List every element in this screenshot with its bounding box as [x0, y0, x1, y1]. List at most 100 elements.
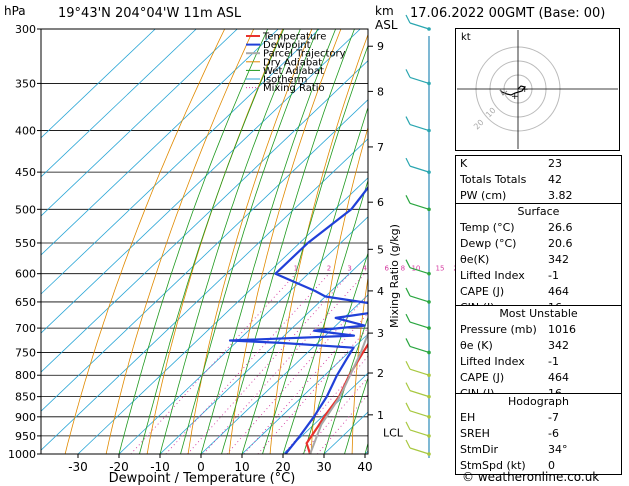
pressure-tick-label: 500: [15, 203, 36, 216]
isotherm: [41, 29, 156, 139]
wind-barb-dot: [427, 434, 431, 438]
mixing-ratio-line: [243, 312, 368, 454]
wet-adiabat: [241, 44, 368, 454]
wind-barb: [409, 22, 430, 30]
wind-barb: [409, 447, 430, 455]
height-tick-label: 8: [377, 85, 384, 98]
dry-adiabat: [187, 29, 313, 454]
lcl-label: LCL: [383, 427, 404, 440]
mixing-ratio-label: 8: [401, 265, 405, 273]
isotherm: [41, 29, 238, 217]
wet-adiabat: [118, 29, 269, 454]
hodograph-center-marker: +: [521, 85, 529, 95]
height-tick-label: 6: [377, 196, 384, 209]
pressure-tick-label: 350: [15, 77, 36, 90]
mixing-ratio-line: [187, 273, 350, 454]
legend-entry: Wet Adiabat: [263, 66, 324, 77]
height-tick-label: 5: [377, 243, 384, 256]
wet-adiabat: [159, 29, 301, 454]
dry-adiabat: [105, 29, 255, 454]
temperature-tick-label: -20: [109, 460, 129, 474]
isotherm: [77, 177, 368, 454]
wind-barb: [409, 165, 430, 173]
isotherm: [282, 372, 368, 454]
surface-row-cape: CAPE (J) 464: [460, 285, 569, 298]
wind-barb: [409, 267, 430, 275]
temperature-tick-label: 30: [316, 460, 331, 474]
mixing-ratio-line: [165, 273, 330, 454]
wind-barb: [405, 287, 411, 297]
pressure-tick-label: 750: [15, 346, 36, 359]
dry-adiabat: [393, 29, 457, 454]
surface-row-lifted: Lifted Index -1: [460, 269, 559, 282]
temperature-tick-label: 10: [234, 460, 249, 474]
wind-barb-dot: [427, 415, 431, 419]
isotherm: [41, 29, 361, 334]
pressure-tick-label: 300: [15, 23, 36, 36]
pressure-tick-label: 700: [15, 322, 36, 335]
mu-row-thetae: θe (K) 342: [460, 339, 569, 352]
wind-barb-dot: [427, 373, 431, 378]
pressure-tick-label: 650: [15, 296, 36, 309]
asl-unit-label: ASL: [375, 18, 398, 32]
surface-title: Surface: [517, 205, 560, 218]
hodograph-table-panel: Hodograph EH -7 SREH -6 StmDir 34° StmSpd (…: [455, 393, 622, 475]
wind-barb: [409, 368, 430, 376]
mixing-ratio-label: 6: [384, 265, 389, 273]
hodograph-trace-tail: [499, 89, 508, 96]
dry-adiabat: [228, 29, 342, 454]
height-tick-label: 1: [377, 409, 384, 422]
wind-barb: [405, 402, 411, 412]
legend-entry: Mixing Ratio: [263, 83, 325, 94]
wind-barbs: [405, 14, 431, 458]
wind-barb: [409, 390, 430, 398]
wind-barb: [405, 382, 411, 391]
pressure-tick-label: 850: [15, 391, 36, 404]
parcel-trajectory-trace: [309, 330, 368, 454]
hodograph-unit: kt: [461, 32, 471, 43]
pressure-tick-label: 800: [15, 369, 36, 382]
height-tick-label: 9: [377, 40, 384, 53]
dry-adiabat: [310, 126, 368, 454]
wind-barb-dot: [427, 326, 431, 330]
height-tick-label: 4: [377, 285, 384, 298]
mixing-ratio-line: [130, 273, 297, 454]
temperature-tick-label: -10: [150, 460, 170, 474]
grid-lines: [41, 29, 457, 454]
index-row-k: K 23: [460, 157, 562, 170]
isotherm: [41, 29, 197, 178]
temperature-tick-label: 0: [197, 460, 205, 474]
wind-barb: [405, 439, 411, 449]
mixing-ratio-label: 4: [362, 265, 367, 273]
legend-entry: Dewpoint: [263, 40, 311, 51]
wet-adiabat: [221, 29, 355, 454]
pressure-tick-label: 1000: [8, 448, 36, 461]
sounding-traces: [228, 185, 368, 454]
hodo-row-stmdir: StmDir 34°: [460, 443, 568, 456]
legend-entry: Dry Adiabat: [263, 57, 322, 68]
isotherm: [200, 294, 368, 454]
wind-barb: [409, 321, 430, 329]
wind-barb-dot: [427, 452, 431, 456]
mu-row-cape: CAPE (J) 464: [460, 371, 569, 384]
mixing-ratio-line: [226, 294, 368, 454]
wet-adiabat: [323, 315, 368, 454]
isotherm: [241, 333, 368, 454]
height-tick-label: 7: [377, 141, 384, 154]
wind-barb-dot: [427, 27, 431, 31]
mixing-ratio-line: [257, 327, 368, 454]
hodograph: kt 20 10 + +: [455, 28, 620, 151]
legend-entry: Isotherm: [263, 75, 307, 86]
most-unstable-title: Most Unstable: [499, 307, 578, 320]
wind-barb-dot: [427, 128, 431, 133]
wind-barb: [409, 410, 430, 418]
wind-barb: [405, 116, 411, 125]
mu-row-lifted: Lifted Index -1: [460, 355, 559, 368]
most-unstable-panel: Most Unstable Pressure (mb) 1016 θe (K) 34…: [455, 305, 622, 403]
isotherm: [41, 99, 368, 412]
dewpoint-trace: [228, 185, 368, 454]
km-unit-label: km: [375, 4, 394, 18]
wind-barb: [405, 69, 411, 78]
wind-barb: [405, 338, 411, 347]
